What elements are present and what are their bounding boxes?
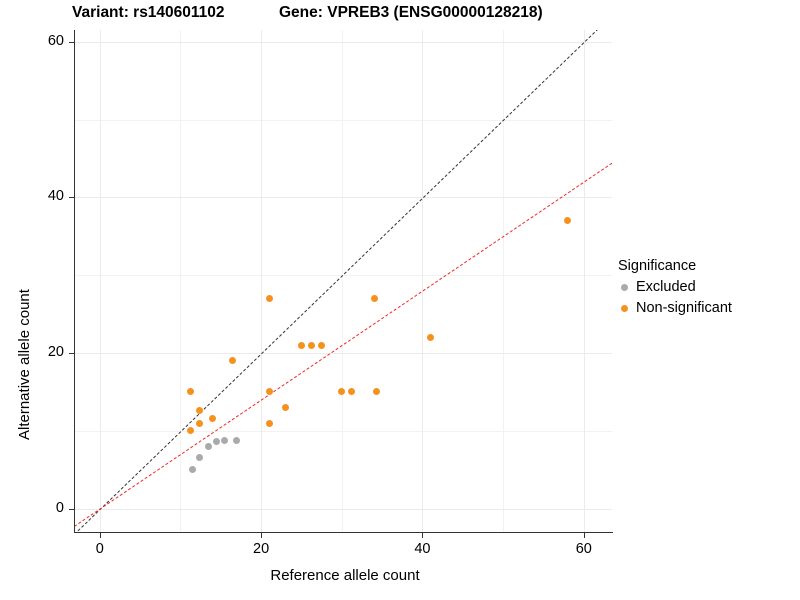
x-axis-tick — [583, 533, 585, 538]
y-axis-line — [74, 30, 75, 532]
data-point[interactable] — [265, 388, 273, 396]
gridline-horizontal-minor — [74, 430, 612, 432]
legend-title: Significance — [618, 258, 697, 274]
gridline-vertical — [261, 30, 263, 532]
y-axis-tick — [69, 41, 74, 43]
gridline-vertical-minor — [503, 30, 505, 532]
gridline-horizontal-minor — [74, 119, 612, 121]
x-axis-line — [74, 532, 613, 533]
data-point[interactable] — [187, 427, 195, 435]
data-point[interactable] — [220, 436, 228, 444]
data-point[interactable] — [265, 419, 273, 427]
data-point[interactable] — [189, 466, 197, 474]
x-axis-tick-label: 20 — [253, 541, 270, 557]
data-point[interactable] — [233, 436, 241, 444]
legend-items: Excluded Non-significant — [618, 277, 798, 319]
data-point[interactable] — [370, 295, 378, 302]
data-point[interactable] — [281, 403, 289, 411]
title-row: Variant: rs140601102 Gene: VPREB3 (ENSG0… — [0, 4, 800, 26]
gridline-vertical — [422, 30, 424, 532]
y-axis-tick-label: 60 — [47, 32, 64, 49]
data-point[interactable] — [338, 388, 346, 396]
y-axis-tick-label: 40 — [47, 188, 64, 205]
expected-ratio-line — [74, 162, 612, 527]
data-point[interactable] — [196, 453, 204, 461]
x-axis-tick — [422, 533, 424, 538]
legend-key-excluded — [618, 281, 632, 295]
x-axis-tick — [99, 533, 101, 538]
data-point[interactable] — [209, 414, 217, 422]
x-axis-tick-label: 0 — [95, 541, 104, 557]
data-point[interactable] — [265, 295, 273, 302]
data-point[interactable] — [297, 341, 305, 349]
y-axis-tick-label: 20 — [47, 343, 64, 360]
data-point[interactable] — [213, 438, 221, 446]
legend-dot-icon — [621, 304, 628, 312]
gridline-horizontal — [74, 508, 612, 510]
legend-dot-icon — [621, 283, 628, 291]
data-point[interactable] — [308, 341, 316, 349]
data-point[interactable] — [564, 217, 572, 225]
variant-title: Variant: rs140601102 — [72, 4, 225, 21]
y-axis-title: Alternative allele count — [16, 289, 33, 440]
gene-title: Gene: VPREB3 (ENSG00000128218) — [279, 4, 543, 21]
legend-key-non-significant — [618, 302, 632, 316]
legend-item-label: Excluded — [636, 279, 696, 296]
x-axis-tick — [261, 533, 263, 538]
data-point[interactable] — [195, 407, 203, 415]
gridline-horizontal — [74, 41, 612, 43]
gridline-vertical — [99, 30, 101, 532]
legend-item-non-significant[interactable]: Non-significant — [618, 298, 798, 319]
data-point[interactable] — [347, 388, 355, 396]
x-axis-title: Reference allele count — [270, 567, 420, 584]
x-axis-tick-label: 60 — [575, 541, 592, 557]
gridline-vertical — [583, 30, 585, 532]
data-point[interactable] — [427, 333, 435, 341]
y-axis-tick — [69, 508, 74, 510]
gridline-vertical-minor — [341, 30, 343, 532]
plot-area — [74, 30, 612, 532]
legend: Significance Excluded Non-significant — [618, 258, 798, 319]
legend-item-excluded[interactable]: Excluded — [618, 277, 798, 298]
gridline-horizontal-minor — [74, 275, 612, 277]
data-point[interactable] — [372, 388, 380, 396]
data-point[interactable] — [187, 388, 195, 396]
legend-item-label: Non-significant — [636, 300, 732, 317]
data-point[interactable] — [205, 442, 213, 450]
data-point[interactable] — [229, 357, 237, 365]
data-point[interactable] — [318, 341, 326, 349]
gridline-horizontal — [74, 352, 612, 354]
y-axis-tick — [69, 197, 74, 199]
identity-line — [74, 30, 612, 532]
x-axis-tick-label: 40 — [414, 541, 431, 557]
gridline-horizontal — [74, 197, 612, 199]
data-point[interactable] — [195, 419, 203, 427]
y-axis-tick — [69, 352, 74, 354]
gridline-vertical-minor — [180, 30, 182, 532]
plot-panel — [74, 30, 612, 532]
y-axis-tick-label: 0 — [55, 499, 64, 516]
